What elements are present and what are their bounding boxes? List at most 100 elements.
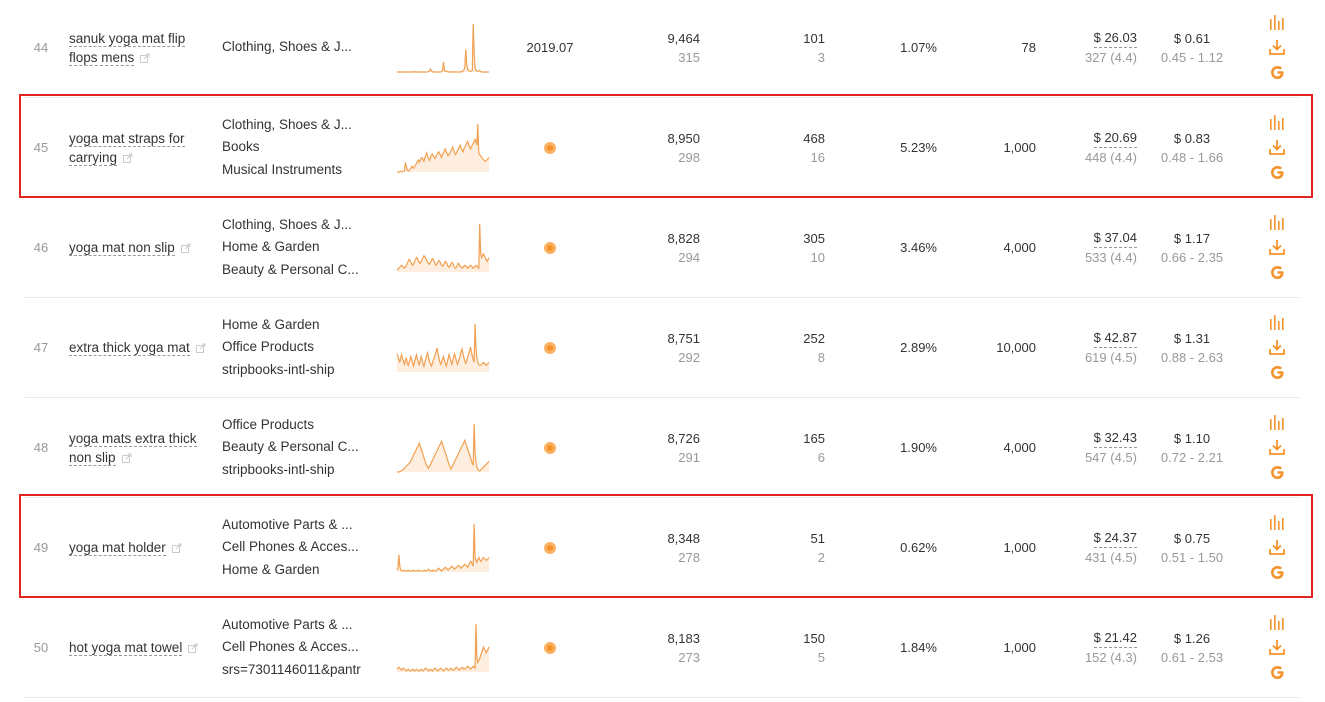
products-cell: 150 5	[715, 598, 825, 697]
trend-line	[396, 223, 490, 271]
download-icon[interactable]	[1269, 340, 1285, 355]
cpc-range: 0.88 - 2.63	[1160, 349, 1224, 365]
ratio-cell: 1.07%	[845, 0, 937, 97]
external-link-icon[interactable]	[188, 643, 198, 653]
trend-sparkline	[395, 298, 491, 397]
rank-number: 44	[33, 40, 49, 55]
ratio-value: 3.46%	[900, 240, 937, 255]
date-cell	[495, 398, 605, 497]
average-price[interactable]: $ 37.04	[1093, 228, 1137, 248]
bar-chart-icon[interactable]	[1269, 315, 1285, 330]
keyword-link[interactable]: sanuk yoga mat flip flops mens	[69, 30, 186, 66]
ratio-cell: 0.62%	[845, 498, 937, 597]
status-dot-icon	[544, 441, 556, 454]
keyword-cell: extra thick yoga mat	[69, 298, 209, 397]
competition-value: 4,000	[1003, 440, 1036, 455]
download-icon[interactable]	[1269, 540, 1285, 555]
search-volume-cell: 8,828 294	[585, 198, 700, 297]
google-icon[interactable]	[1270, 65, 1285, 80]
google-icon[interactable]	[1270, 465, 1285, 480]
average-price[interactable]: $ 42.87	[1093, 328, 1137, 348]
average-price[interactable]: $ 21.42	[1093, 628, 1137, 648]
category-label: Beauty & Personal C...	[222, 261, 359, 277]
keyword-link[interactable]: yoga mat non slip	[69, 240, 175, 256]
status-dot-icon	[544, 641, 556, 654]
google-icon[interactable]	[1270, 665, 1285, 680]
bar-chart-icon[interactable]	[1269, 515, 1285, 530]
keyword-link[interactable]: yoga mat straps for carrying	[69, 130, 185, 166]
row-actions	[1267, 198, 1287, 297]
search-volume-daily: 298	[678, 149, 700, 165]
category-label: Beauty & Personal C...	[222, 439, 359, 455]
keyword-cell: yoga mat straps for carrying	[69, 98, 209, 197]
trend-line	[396, 323, 490, 369]
external-link-icon[interactable]	[140, 53, 150, 63]
bar-chart-icon[interactable]	[1269, 115, 1285, 130]
external-link-icon[interactable]	[121, 453, 132, 463]
status-dot-icon	[544, 341, 556, 354]
category-list: Office Products Beauty & Personal C... str…	[222, 398, 372, 497]
trend-line	[397, 423, 490, 473]
competition-cell: 1,000	[950, 98, 1036, 197]
average-price[interactable]: $ 32.43	[1093, 428, 1137, 448]
category-list: Automotive Parts & ... Cell Phones & Acce…	[222, 498, 372, 597]
keyword-link[interactable]: hot yoga mat towel	[69, 640, 183, 656]
bar-chart-icon[interactable]	[1269, 215, 1285, 230]
rank-number: 46	[33, 240, 49, 255]
google-icon[interactable]	[1270, 365, 1285, 380]
category-list: Clothing, Shoes & J... Books Musical Instr…	[222, 98, 372, 197]
review-summary: 431 (4.5)	[1084, 550, 1137, 565]
table-row-49: 49 yoga mat holder Automotive Parts & ..…	[19, 494, 1313, 598]
category-list: Automotive Parts & ... Cell Phones & Acce…	[222, 598, 372, 697]
bar-chart-icon[interactable]	[1269, 615, 1285, 630]
table-row-47: 47 extra thick yoga mat Home & Garden Off…	[25, 298, 1300, 398]
keyword-link[interactable]: extra thick yoga mat	[69, 340, 190, 356]
trend-area	[397, 223, 489, 272]
review-summary: 619 (4.5)	[1084, 350, 1137, 365]
search-volume-cell: 8,950 298	[585, 98, 700, 197]
download-icon[interactable]	[1269, 40, 1285, 55]
review-summary: 152 (4.3)	[1084, 650, 1137, 665]
external-link-icon[interactable]	[180, 243, 191, 253]
keyword-link[interactable]: yoga mats extra thick non slip	[69, 430, 197, 466]
bar-chart-icon[interactable]	[1269, 415, 1285, 430]
google-icon[interactable]	[1270, 565, 1285, 580]
search-volume-daily: 291	[678, 449, 700, 465]
review-summary: 533 (4.4)	[1084, 250, 1137, 265]
product-count-sub: 5	[817, 649, 825, 665]
average-price[interactable]: $ 24.37	[1093, 528, 1137, 548]
ratio-cell: 2.89%	[845, 298, 937, 397]
cpc-range: 0.48 - 1.66	[1160, 149, 1224, 165]
trend-line	[396, 623, 490, 672]
cpc-cell: $ 1.31 0.88 - 2.63	[1150, 298, 1234, 397]
search-volume-cell: 8,726 291	[585, 398, 700, 497]
google-icon[interactable]	[1270, 265, 1285, 280]
download-icon[interactable]	[1269, 140, 1285, 155]
download-icon[interactable]	[1269, 640, 1285, 655]
external-link-icon[interactable]	[195, 343, 206, 353]
trend-area	[397, 623, 489, 672]
bar-chart-icon[interactable]	[1269, 15, 1285, 30]
ratio-value: 1.84%	[900, 640, 937, 655]
keyword-link[interactable]: yoga mat holder	[69, 540, 166, 556]
average-price[interactable]: $ 20.69	[1093, 128, 1137, 148]
average-price[interactable]: $ 26.03	[1093, 28, 1137, 48]
category-label: Home & Garden	[222, 316, 320, 332]
google-icon[interactable]	[1270, 165, 1285, 180]
category-label: Home & Garden	[222, 561, 320, 577]
row-actions	[1267, 398, 1287, 497]
date-cell: 2019.07	[495, 0, 605, 97]
download-icon[interactable]	[1269, 240, 1285, 255]
table-row-44: 44 sanuk yoga mat flip flops mens Clothi…	[25, 0, 1300, 98]
product-count-sub: 10	[810, 249, 825, 265]
ratio-value: 2.89%	[900, 340, 937, 355]
table-row-46: 46 yoga mat non slip Clothing, Shoes & J…	[25, 198, 1300, 298]
keyword-cell: hot yoga mat towel	[69, 598, 209, 697]
external-link-icon[interactable]	[171, 543, 182, 553]
category-label: stripbooks-intl-ship	[222, 361, 335, 377]
cpc-range: 0.72 - 2.21	[1160, 449, 1224, 465]
row-actions	[1267, 98, 1287, 197]
external-link-icon[interactable]	[123, 153, 133, 163]
category-label: Clothing, Shoes & J...	[222, 39, 352, 55]
download-icon[interactable]	[1269, 440, 1285, 455]
